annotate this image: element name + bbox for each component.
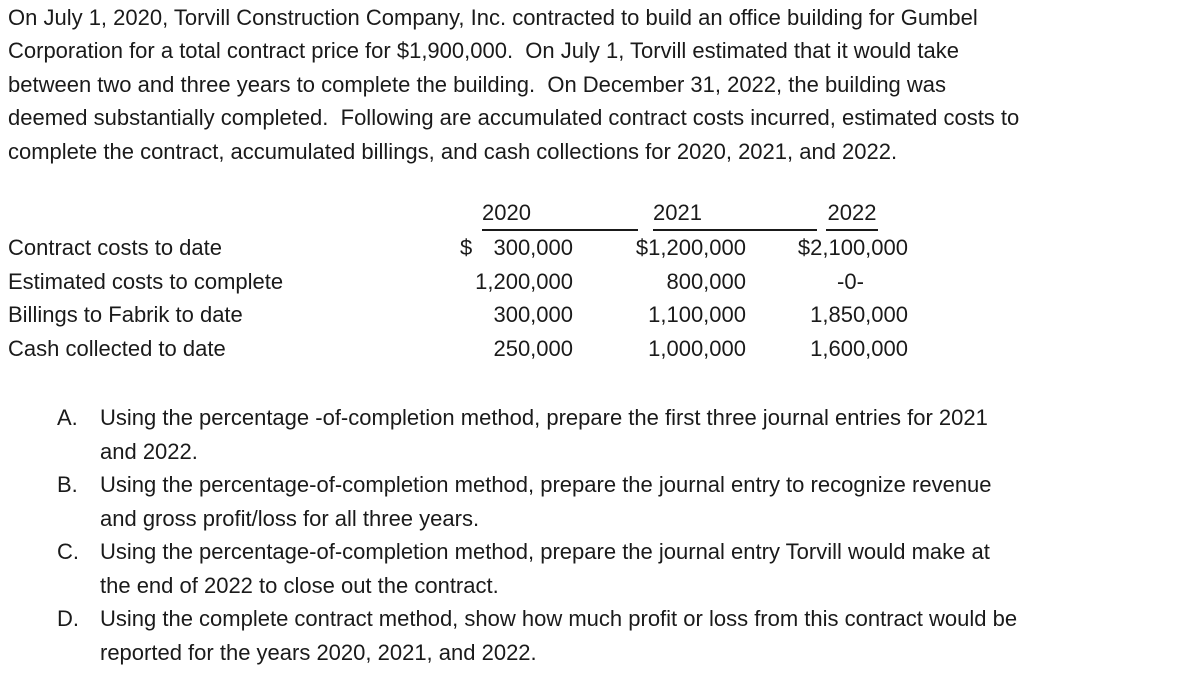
cell-value: 1,850,000 bbox=[810, 302, 908, 327]
intro-line: Corporation for a total contract price f… bbox=[8, 38, 959, 64]
requirement-letter: C. bbox=[57, 539, 79, 564]
cell-value: 250,000 bbox=[493, 335, 573, 361]
requirement-item-b: B. Using the percentage-of-completion me… bbox=[0, 468, 1198, 535]
requirement-item-a: A. Using the percentage -of-completion m… bbox=[0, 401, 1198, 468]
cell-amount: 300,000 bbox=[493, 235, 573, 260]
requirement-text: Using the complete contract method, show… bbox=[100, 606, 1018, 631]
dollar-sign: $ bbox=[460, 235, 473, 260]
cell-value: $1,200,000 bbox=[635, 235, 746, 260]
requirement-text: the end of 2022 to close out the contrac… bbox=[100, 572, 499, 598]
requirement-letter: A. bbox=[57, 405, 78, 430]
intro-line: between two and three years to complete … bbox=[8, 71, 947, 97]
year-column-header-2022: 2022 bbox=[826, 197, 878, 231]
values-column-2020: $ 300,000 1,200,000 300,000 250,000 bbox=[460, 231, 573, 365]
year-column-header-2021: 2021 bbox=[653, 197, 817, 231]
requirement-text: Using the percentage-of-completion metho… bbox=[100, 472, 992, 497]
intro-line: complete the contract, accumulated billi… bbox=[8, 138, 898, 164]
values-column-2021: $1,200,000 800,000 1,100,000 1,000,000 bbox=[626, 231, 746, 365]
requirement-text: and 2022. bbox=[100, 438, 198, 464]
cell-value: -0- bbox=[837, 268, 864, 294]
values-column-2022: $2,100,000 -0- 1,850,000 1,600,000 bbox=[793, 231, 908, 365]
row-labels-column: Contract costs to date Estimated costs t… bbox=[8, 231, 448, 365]
cell-value: $2,100,000 bbox=[797, 235, 908, 260]
cell-value: 800,000 bbox=[666, 268, 746, 294]
requirement-letter: D. bbox=[57, 606, 79, 631]
requirement-item-c: C. Using the percentage-of-completion me… bbox=[0, 535, 1198, 602]
intro-line: On July 1, 2020, Torvill Construction Co… bbox=[8, 5, 978, 30]
requirement-text: and gross profit/loss for all three year… bbox=[100, 505, 480, 531]
cell-value: $ 300,000 bbox=[460, 231, 573, 265]
cell-value: 1,200,000 bbox=[475, 268, 573, 294]
requirement-text: Using the percentage-of-completion metho… bbox=[100, 539, 990, 564]
requirement-item-d: D. Using the complete contract method, s… bbox=[0, 602, 1198, 669]
row-label: Contract costs to date bbox=[8, 235, 222, 260]
requirement-text: reported for the years 2020, 2021, and 2… bbox=[100, 639, 537, 665]
cell-value: 300,000 bbox=[493, 302, 573, 327]
cell-value: 1,600,000 bbox=[810, 335, 908, 361]
intro-line: deemed substantially completed. Followin… bbox=[8, 105, 1020, 131]
requirement-text: Using the percentage -of-completion meth… bbox=[100, 405, 988, 430]
cell-value: 1,100,000 bbox=[648, 302, 746, 327]
requirement-letter: B. bbox=[57, 472, 78, 497]
intro-paragraph: On July 1, 2020, Torvill Construction Co… bbox=[8, 1, 1196, 168]
year-column-header-2020: 2020 bbox=[482, 197, 638, 231]
requirements-list: A. Using the percentage -of-completion m… bbox=[0, 401, 1198, 669]
row-label: Billings to Fabrik to date bbox=[8, 302, 243, 327]
cell-value: 1,000,000 bbox=[648, 335, 746, 361]
row-label: Estimated costs to complete bbox=[8, 268, 284, 294]
row-label: Cash collected to date bbox=[8, 335, 226, 361]
